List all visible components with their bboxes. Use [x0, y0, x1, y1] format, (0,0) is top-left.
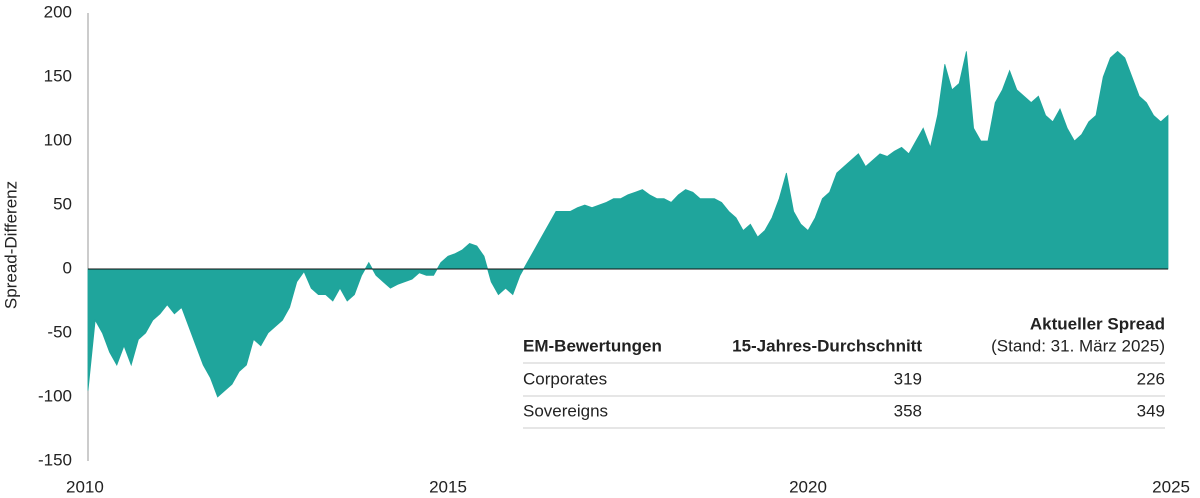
- x-tick-label: 2020: [789, 477, 827, 496]
- table-cell: 319: [894, 369, 922, 388]
- x-tick-label: 2010: [66, 477, 104, 496]
- table-header-note: (Stand: 31. März 2025): [991, 336, 1165, 355]
- y-tick-label: 200: [44, 2, 72, 21]
- table-header: EM-Bewertungen: [523, 336, 662, 355]
- x-tick-label: 2015: [429, 477, 467, 496]
- table-cell: Corporates: [523, 369, 607, 388]
- table-cell: 226: [1137, 369, 1165, 388]
- y-tick-label: -150: [38, 450, 72, 469]
- y-axis-label: Spread-Differenz: [1, 181, 20, 309]
- y-tick-label: 50: [53, 194, 72, 213]
- y-tick-label: -50: [47, 322, 72, 341]
- table-cell: 358: [894, 401, 922, 420]
- x-tick-label: 2025: [1152, 477, 1190, 496]
- table-cell: 349: [1137, 401, 1165, 420]
- table-cell: Sovereigns: [523, 401, 608, 420]
- y-tick-label: -100: [38, 386, 72, 405]
- y-tick-label: 100: [44, 130, 72, 149]
- area: [87, 50, 1169, 398]
- y-tick-label: 150: [44, 66, 72, 85]
- table-header: Aktueller Spread: [1030, 314, 1165, 333]
- table-header: 15-Jahres-Durchschnitt: [732, 336, 922, 355]
- y-tick-label: 0: [63, 258, 72, 277]
